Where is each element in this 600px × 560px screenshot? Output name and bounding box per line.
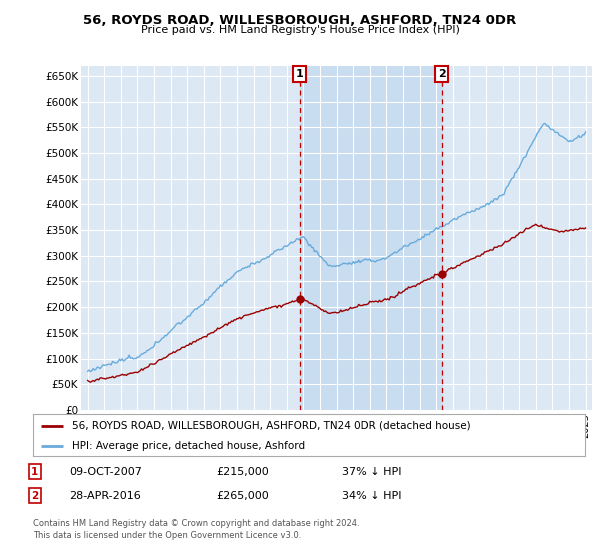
Text: £215,000: £215,000 bbox=[216, 466, 269, 477]
Text: HPI: Average price, detached house, Ashford: HPI: Average price, detached house, Ashf… bbox=[71, 441, 305, 451]
Text: 1: 1 bbox=[31, 466, 38, 477]
Text: 1: 1 bbox=[296, 69, 304, 79]
Text: 28-APR-2016: 28-APR-2016 bbox=[69, 491, 141, 501]
Text: 2: 2 bbox=[31, 491, 38, 501]
Text: 56, ROYDS ROAD, WILLESBOROUGH, ASHFORD, TN24 0DR: 56, ROYDS ROAD, WILLESBOROUGH, ASHFORD, … bbox=[83, 14, 517, 27]
Text: Price paid vs. HM Land Registry's House Price Index (HPI): Price paid vs. HM Land Registry's House … bbox=[140, 25, 460, 35]
Text: £265,000: £265,000 bbox=[216, 491, 269, 501]
Text: 34% ↓ HPI: 34% ↓ HPI bbox=[342, 491, 401, 501]
Text: 2: 2 bbox=[438, 69, 446, 79]
Text: This data is licensed under the Open Government Licence v3.0.: This data is licensed under the Open Gov… bbox=[33, 531, 301, 540]
Text: 09-OCT-2007: 09-OCT-2007 bbox=[69, 466, 142, 477]
Text: Contains HM Land Registry data © Crown copyright and database right 2024.: Contains HM Land Registry data © Crown c… bbox=[33, 520, 359, 529]
Bar bbox=[299, 66, 442, 410]
Text: 37% ↓ HPI: 37% ↓ HPI bbox=[342, 466, 401, 477]
Text: 56, ROYDS ROAD, WILLESBOROUGH, ASHFORD, TN24 0DR (detached house): 56, ROYDS ROAD, WILLESBOROUGH, ASHFORD, … bbox=[71, 421, 470, 431]
